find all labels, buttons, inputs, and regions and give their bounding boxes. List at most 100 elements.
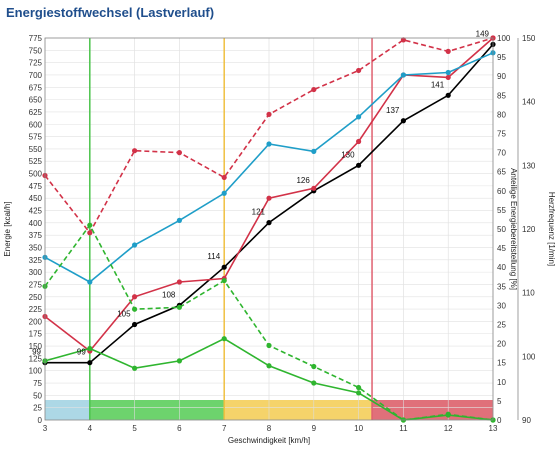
- series-1-point-9: [445, 74, 451, 81]
- series-1-point-2: [132, 294, 138, 300]
- y-left-tick-label-17: 425: [29, 207, 43, 216]
- y-left-tick-label-1: 25: [33, 404, 42, 413]
- y-right1-tick-label-3: 15: [497, 359, 506, 368]
- series-4-point-2: [132, 148, 138, 154]
- series-0-point-8: [400, 118, 406, 124]
- y-right1-tick-label-1: 5: [497, 397, 502, 406]
- x-axis-label: Geschwindigkeit [km/h]: [228, 436, 310, 445]
- y-left-tick-label-16: 400: [29, 219, 43, 228]
- y-right1-tick-label-16: 80: [497, 110, 506, 119]
- x-tick-label-5: 8: [267, 424, 272, 433]
- hr-data-label-0: 99: [32, 348, 41, 357]
- zones-layer: [45, 400, 493, 420]
- y-right2-tick-label-4: 130: [522, 161, 536, 170]
- y-right2-tick-label-3: 120: [522, 225, 536, 234]
- series-5-point-4: [221, 277, 227, 284]
- series-0-point-2: [132, 321, 138, 328]
- series-4-point-8: [400, 37, 406, 43]
- y-left-tick-label-12: 300: [29, 268, 43, 277]
- series-5-point-5: [266, 342, 272, 349]
- y-left-tick-label-28: 700: [29, 71, 43, 80]
- hr-data-label-3: 108: [162, 290, 176, 299]
- y-right2-tick-label-6: 150: [522, 34, 536, 43]
- y-axis-right1-label: Anteilige Energiebereitstellung [%]: [509, 168, 518, 290]
- y-right1-tick-label-14: 70: [497, 149, 506, 158]
- series-0-point-5: [266, 220, 272, 226]
- series-0-point-7: [356, 162, 362, 168]
- y-right1-tick-label-13: 65: [497, 168, 506, 177]
- y-left-tick-label-21: 525: [29, 157, 43, 166]
- x-tick-label-2: 5: [132, 424, 137, 433]
- hr-data-label-10: 149: [476, 29, 490, 38]
- y-left-tick-label-7: 175: [29, 330, 43, 339]
- y-right1-tick-label-4: 20: [497, 340, 506, 349]
- hr-data-label-5: 121: [252, 208, 266, 217]
- series-5-point-3: [176, 304, 182, 310]
- y-right1-tick-label-20: 100: [497, 34, 511, 43]
- y-left-tick-label-25: 625: [29, 108, 43, 117]
- y-right1-tick-label-12: 60: [497, 187, 506, 196]
- y-left-tick-label-15: 375: [29, 231, 43, 240]
- y-right1-tick-label-5: 25: [497, 321, 506, 330]
- y-left-tick-label-24: 600: [29, 120, 43, 129]
- series-1-point-6: [311, 185, 317, 191]
- series-1-point-3: [176, 279, 182, 285]
- series-2-point-4: [221, 190, 227, 196]
- y-right1-tick-label-19: 95: [497, 53, 506, 62]
- y-right2-tick-label-1: 100: [522, 352, 536, 361]
- y-left-tick-label-8: 200: [29, 317, 43, 326]
- y-right2-tick-label-0: 90: [522, 416, 531, 425]
- y-left-tick-label-23: 575: [29, 133, 43, 142]
- y-left-tick-label-6: 150: [29, 342, 43, 351]
- y-left-tick-label-5: 125: [29, 354, 43, 363]
- series-5-point-1: [87, 222, 93, 228]
- y-axis-left-label: Energie [kcal/h]: [3, 201, 12, 256]
- zone-band-2: [224, 400, 373, 420]
- x-tick-label-1: 4: [88, 424, 93, 433]
- series-2-point-6: [311, 148, 317, 154]
- threshold-layer: [89, 38, 373, 420]
- y-left-tick-label-11: 275: [29, 280, 43, 289]
- y-left-tick-label-9: 225: [29, 305, 43, 314]
- y-left-tick-label-20: 500: [29, 170, 43, 179]
- plot-frame: [44, 37, 494, 421]
- series-0-point-4: [221, 264, 227, 270]
- series-2-point-5: [266, 141, 272, 147]
- y-right1-tick-label-9: 45: [497, 244, 506, 253]
- series-3-point-1: [87, 345, 93, 352]
- series-2-point-9: [445, 69, 451, 76]
- hr-data-label-4: 114: [207, 252, 220, 261]
- series-3-point-4: [221, 336, 227, 342]
- y-right2-tick-label-5: 140: [522, 98, 536, 107]
- y-right1-tick-label-2: 10: [497, 378, 506, 387]
- y-left-tick-label-31: 775: [29, 34, 43, 43]
- series-4-point-6: [311, 86, 317, 93]
- series-5-point-6: [311, 363, 317, 370]
- y-left-tick-label-13: 325: [29, 256, 43, 265]
- y-right1-tick-label-10: 50: [497, 225, 506, 234]
- series-5-point-9: [445, 411, 451, 417]
- hr-data-label-2: 105: [117, 310, 131, 319]
- series-1-point-7: [356, 138, 362, 145]
- grid-layer: [44, 37, 494, 421]
- x-tick-label-6: 9: [312, 424, 317, 433]
- y-left-tick-label-19: 475: [29, 182, 43, 191]
- series-4-point-7: [356, 67, 362, 74]
- x-tick-label-8: 11: [399, 424, 408, 433]
- hr-data-label-1: 99: [77, 348, 86, 357]
- y-left-tick-label-2: 50: [33, 391, 42, 400]
- series-0-point-9: [445, 92, 451, 98]
- y-left-tick-label-29: 725: [29, 59, 43, 68]
- series-3-point-6: [311, 380, 317, 386]
- x-tick-label-0: 3: [43, 424, 48, 433]
- y-left-tick-label-14: 350: [29, 243, 43, 252]
- series-2-point-3: [176, 217, 182, 223]
- y-left-tick-label-27: 675: [29, 83, 43, 92]
- zone-band-0: [45, 400, 90, 420]
- series-3-point-7: [356, 390, 362, 396]
- y-left-tick-label-26: 650: [29, 96, 43, 105]
- label-layer: 99 99 105 108 114 121 126 130 137 141 149: [32, 29, 489, 356]
- series-layer: [42, 35, 496, 423]
- series-4-point-3: [176, 150, 182, 156]
